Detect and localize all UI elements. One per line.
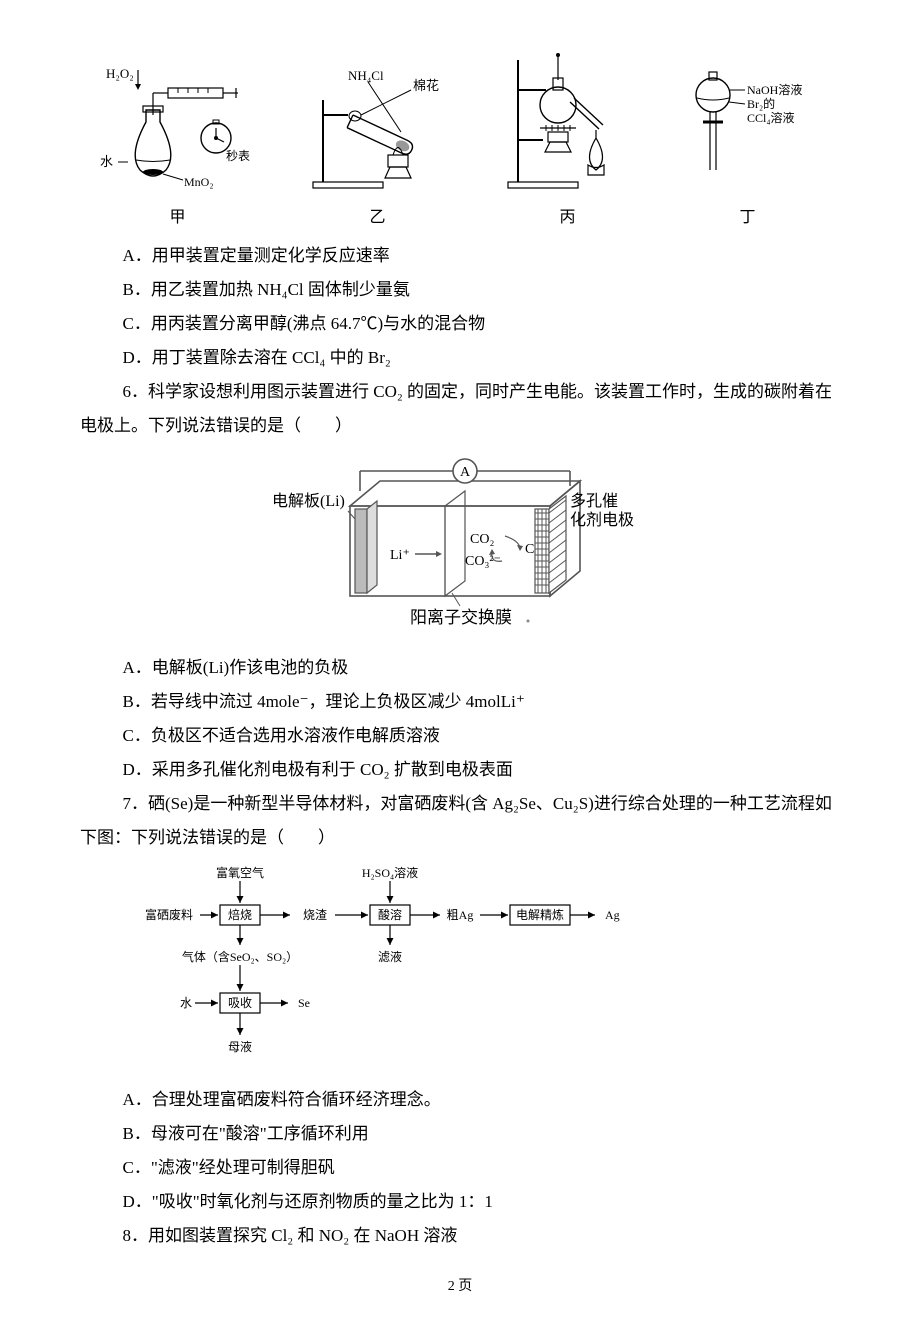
q5-option-d: D．用丁装置除去溶在 CCl₄ 中的 Br₂ — [80, 341, 840, 375]
q5-option-b: B．用乙装置加热 NH₄Cl 固体制少量氨 — [80, 273, 840, 307]
q5-figure-row: H₂O₂ MnO₂ 水 秒表 甲 — [80, 50, 840, 234]
q6-option-c: C．负极区不适合选用水溶液作电解质溶液 — [80, 719, 840, 753]
water-label: 水 — [100, 154, 113, 169]
q7-figure: 富氧空气 H₂SO₄溶液 富硒废料 焙烧 烧渣 酸溶 粗Ag 电解精炼 Ag 气… — [80, 863, 840, 1075]
roast-box: 焙烧 — [228, 907, 252, 922]
h2so4-label: H₂SO₄溶液 — [362, 865, 418, 880]
ag-label: Ag — [605, 908, 620, 922]
c-label: C — [525, 542, 534, 557]
ccl4-label: CCl₄溶液 — [747, 110, 795, 125]
figure-bing: 丙 — [498, 50, 638, 234]
mother-label: 母液 — [228, 1039, 252, 1054]
crudeag-label: 粗Ag — [447, 908, 474, 922]
page-container: H₂O₂ MnO₂ 水 秒表 甲 — [0, 0, 920, 1341]
q7-option-d: D．"吸收"时氧化剂与还原剂物质的量之比为 1：1 — [80, 1185, 840, 1219]
co2-label: CO₂ — [470, 532, 494, 547]
q5-option-a: A．用甲装置定量测定化学反应速率 — [80, 239, 840, 273]
q6-stem-line1: 6．科学家设想利用图示装置进行 CO₂ 的固定，同时产生电能。该装置工作时，生成… — [80, 375, 840, 409]
porous-label2: 化剂电极 — [570, 511, 634, 529]
cotton-label: 棉花 — [413, 78, 439, 93]
mno2-label: MnO₂ — [184, 175, 214, 189]
br2-label: Br₂的 — [747, 96, 775, 111]
apparatus-jia-svg: H₂O₂ MnO₂ 水 秒表 — [98, 60, 258, 200]
q8-stem: 8．用如图装置探究 Cl₂ 和 NO₂ 在 NaOH 溶液 — [80, 1219, 840, 1253]
caption-yi: 乙 — [293, 202, 463, 234]
figure-yi: NH₄Cl 棉花 乙 — [293, 60, 463, 234]
acid-box: 酸溶 — [378, 907, 402, 922]
se-label: Se — [298, 996, 310, 1010]
q7-option-b: B．母液可在"酸溶"工序循环利用 — [80, 1117, 840, 1151]
q7-option-a: A．合理处理富硒废料符合循环经济理念。 — [80, 1083, 840, 1117]
caption-bing: 丙 — [498, 202, 638, 234]
refine-box: 电解精炼 — [516, 907, 564, 922]
q6-figure: A — [80, 451, 840, 643]
figure-jia: H₂O₂ MnO₂ 水 秒表 甲 — [98, 60, 258, 234]
caption-ding: 丁 — [673, 202, 823, 234]
q5-option-c: C．用丙装置分离甲醇(沸点 64.7℃)与水的混合物 — [80, 307, 840, 341]
q7-flow-svg: 富氧空气 H₂SO₄溶液 富硒废料 焙烧 烧渣 酸溶 粗Ag 电解精炼 Ag 气… — [140, 863, 620, 1063]
q6-option-a: A．电解板(Li)作该电池的负极 — [80, 651, 840, 685]
filtrate-label: 滤液 — [378, 949, 402, 964]
apparatus-ding-svg: NaOH溶液 Br₂的 CCl₄溶液 — [673, 60, 823, 200]
stopwatch-label: 秒表 — [226, 149, 250, 163]
figure-ding: NaOH溶液 Br₂的 CCl₄溶液 丁 — [673, 60, 823, 234]
q6-option-b: B．若导线中流过 4mole⁻，理论上负极区减少 4molLi⁺ — [80, 685, 840, 719]
naoh-label: NaOH溶液 — [747, 82, 802, 97]
ammeter-a: A — [460, 465, 471, 480]
nh4cl-label: NH₄Cl — [348, 68, 384, 83]
caption-jia: 甲 — [98, 202, 258, 234]
apparatus-bing-svg — [498, 50, 638, 200]
waste-label: 富硒废料 — [145, 907, 193, 922]
q6-stem-line2: 电极上。下列说法错误的是（ ） — [80, 409, 840, 443]
q6-cell-svg: A — [270, 451, 650, 631]
q7-stem-line1: 7．硒(Se)是一种新型半导体材料，对富硒废料(含 Ag₂Se、Cu₂S)进行综… — [80, 787, 840, 821]
li-plate-label: 电解板(Li) — [272, 492, 345, 510]
q7-option-c: C．"滤液"经处理可制得胆矾 — [80, 1151, 840, 1185]
h2o2-label: H₂O₂ — [106, 66, 134, 81]
slag-label: 烧渣 — [303, 908, 327, 922]
membrane-label: 阳离子交换膜 — [410, 608, 512, 627]
oxy-label: 富氧空气 — [216, 865, 264, 880]
li-ion: Li⁺ — [390, 548, 410, 563]
page-number: 2 页 — [80, 1273, 840, 1301]
q7-stem-line2: 下图：下列说法错误的是（ ） — [80, 821, 840, 855]
absorb-box: 吸收 — [228, 996, 252, 1010]
q6-option-d: D．采用多孔催化剂电极有利于 CO₂ 扩散到电极表面 — [80, 753, 840, 787]
apparatus-yi-svg: NH₄Cl 棉花 — [293, 60, 463, 200]
water-in: 水 — [180, 996, 192, 1010]
porous-label1: 多孔催 — [570, 492, 618, 510]
co3-label: CO₃²⁻ — [465, 554, 501, 569]
gas-label: 气体（含SeO₂、SO₂） — [182, 949, 298, 964]
